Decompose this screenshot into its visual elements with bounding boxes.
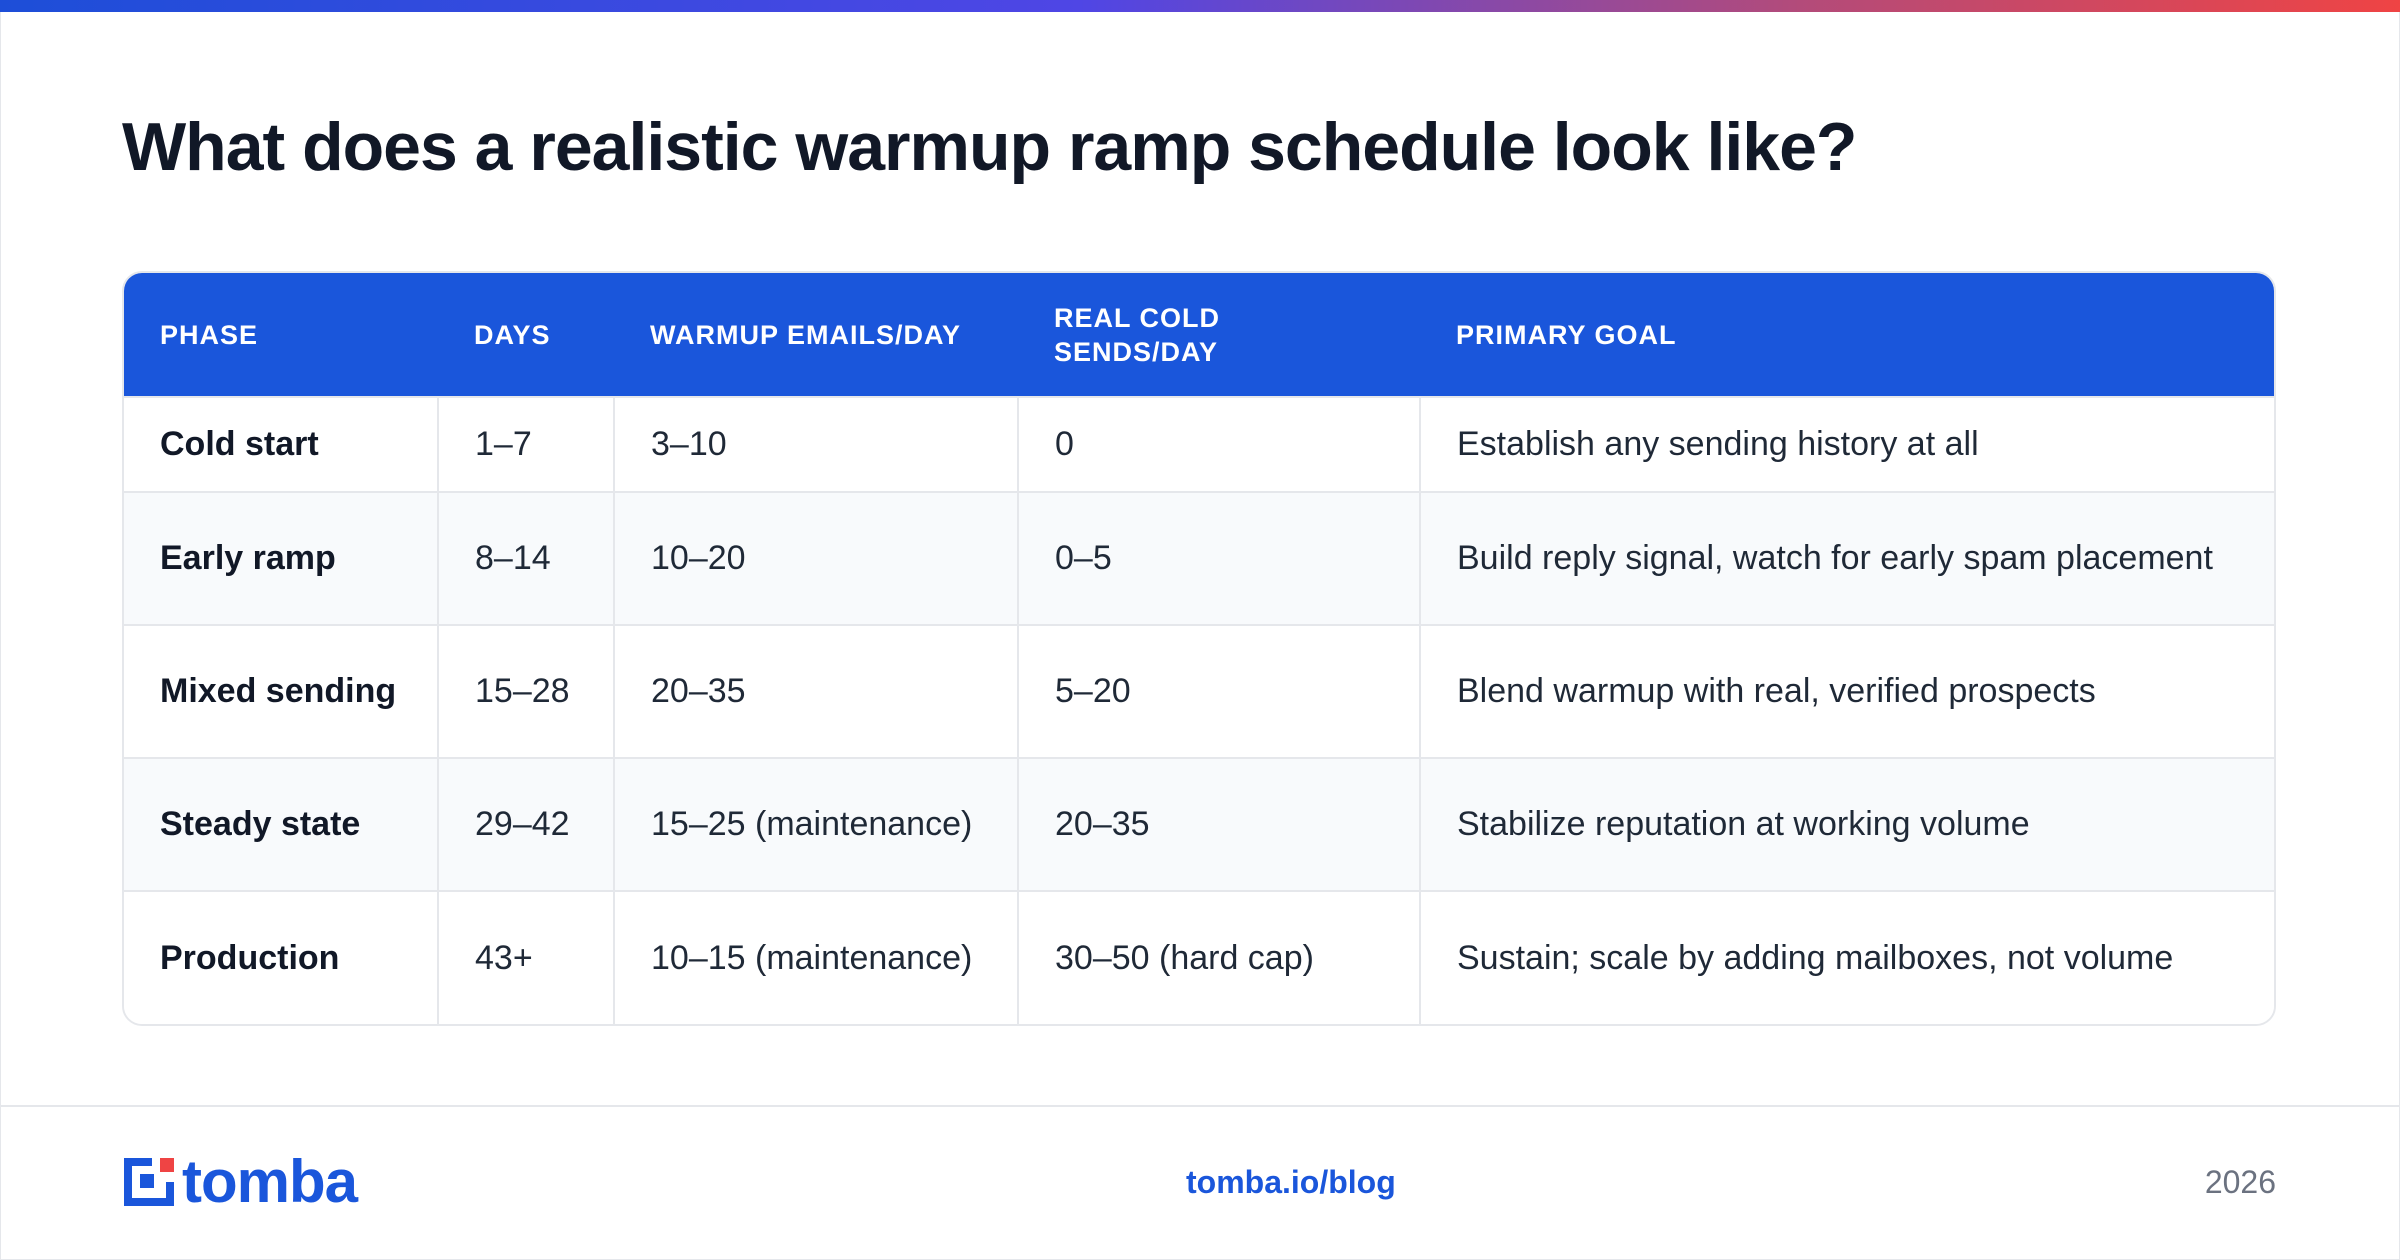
- table-row: Mixed sending 15–28 20–35 5–20 Blend war…: [124, 623, 2274, 758]
- footer-year: 2026: [2204, 1164, 2276, 1200]
- logo-wordmark: tomba: [182, 1148, 358, 1215]
- cell-phase: Steady state: [124, 756, 439, 891]
- cell-cold: 0–5: [1018, 490, 1421, 625]
- table-row: Production 43+ 10–15 (maintenance) 30–50…: [124, 889, 2274, 1024]
- header-cold-sends: REAL COLD SENDS/DAY: [1054, 302, 1221, 367]
- table-row: Cold start 1–7 3–10 0 Establish any send…: [124, 396, 2274, 492]
- header-warmup-emails: WARMUP EMAILS/DAY: [650, 319, 962, 350]
- table-header-row: PHASE DAYS WARMUP EMAILS/DAY REAL COLD S…: [124, 273, 2274, 397]
- cell-phase: Production: [124, 889, 439, 1024]
- cell-phase: Mixed sending: [124, 623, 439, 758]
- header-primary-goal: PRIMARY GOAL: [1456, 319, 1677, 350]
- blog-link[interactable]: tomba.io/blog: [1186, 1164, 1396, 1200]
- cell-goal: Stabilize reputation at working volume: [1420, 756, 2274, 891]
- cell-cold: 0: [1018, 396, 1421, 492]
- cell-warmup: 3–10: [614, 396, 1019, 492]
- page-title: What does a realistic warmup ramp schedu…: [122, 109, 1857, 185]
- cell-goal: Establish any sending history at all: [1420, 396, 2274, 492]
- cell-phase: Cold start: [124, 396, 439, 492]
- top-gradient-bar: [0, 0, 2400, 12]
- cell-days: 8–14: [438, 490, 615, 625]
- cell-days: 15–28: [438, 623, 615, 758]
- cell-days: 1–7: [438, 396, 615, 492]
- table-row: Steady state 29–42 15–25 (maintenance) 2…: [124, 756, 2274, 891]
- schedule-table-container: PHASE DAYS WARMUP EMAILS/DAY REAL COLD S…: [122, 271, 2276, 1026]
- header-days: DAYS: [474, 319, 551, 350]
- header-phase: PHASE: [160, 319, 259, 350]
- cell-goal: Build reply signal, watch for early spam…: [1420, 490, 2274, 625]
- tomba-logo-icon: [124, 1158, 174, 1206]
- cell-days: 43+: [438, 889, 615, 1024]
- cell-goal: Sustain; scale by adding mailboxes, not …: [1420, 889, 2274, 1024]
- cell-phase: Early ramp: [124, 490, 439, 625]
- cell-warmup: 20–35: [614, 623, 1019, 758]
- warmup-schedule-table: PHASE DAYS WARMUP EMAILS/DAY REAL COLD S…: [124, 273, 2274, 1024]
- cell-warmup: 10–20: [614, 490, 1019, 625]
- cell-days: 29–42: [438, 756, 615, 891]
- footer-divider: [0, 1105, 2400, 1107]
- tomba-logo[interactable]: tomba: [122, 1148, 358, 1215]
- cell-cold: 30–50 (hard cap): [1018, 889, 1421, 1024]
- cell-warmup: 10–15 (maintenance): [614, 889, 1019, 1024]
- cell-cold: 20–35: [1018, 756, 1421, 891]
- cell-goal: Blend warmup with real, verified prospec…: [1420, 623, 2274, 758]
- table-row: Early ramp 8–14 10–20 0–5 Build reply si…: [124, 490, 2274, 625]
- cell-cold: 5–20: [1018, 623, 1421, 758]
- cell-warmup: 15–25 (maintenance): [614, 756, 1019, 891]
